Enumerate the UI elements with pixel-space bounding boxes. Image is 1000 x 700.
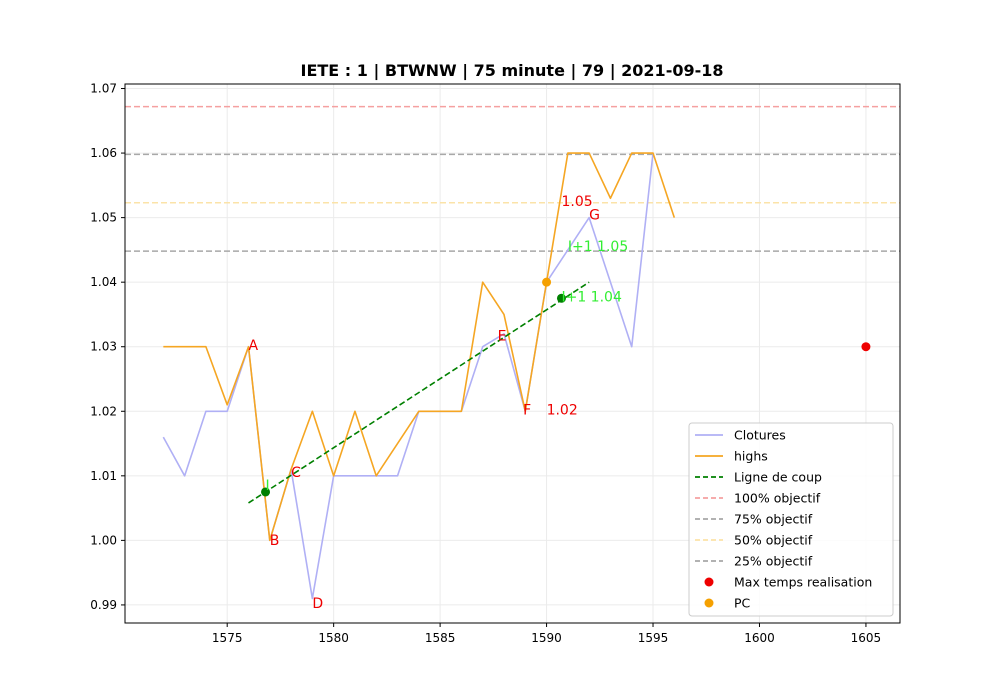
legend-label: 50% objectif bbox=[734, 533, 813, 548]
trade-line-point bbox=[556, 293, 566, 303]
series-line bbox=[248, 281, 590, 504]
legend-box bbox=[688, 422, 894, 617]
annotation-label: C bbox=[291, 465, 301, 481]
grid bbox=[125, 84, 900, 623]
annotation-label: F bbox=[523, 403, 531, 419]
y-tick-label: 1.04 bbox=[90, 275, 117, 289]
y-tick-label: 1.01 bbox=[90, 469, 117, 483]
x-tick-label: 1580 bbox=[318, 631, 349, 645]
series-line bbox=[162, 152, 654, 600]
annotations: A B C D E F G 1.02 1.05 I I+1 1.04 I+1 1.05 bbox=[248, 194, 628, 612]
points bbox=[261, 277, 871, 497]
scatter-point bbox=[542, 277, 552, 287]
objective-lines bbox=[125, 105, 900, 252]
annotation-label: I bbox=[266, 478, 270, 494]
y-tick-label: 1.00 bbox=[90, 533, 117, 547]
annotation-label: E bbox=[498, 328, 507, 344]
y-tick-label: 1.05 bbox=[90, 211, 117, 225]
annotation-label: A bbox=[248, 338, 258, 354]
legend-label: 75% objectif bbox=[734, 512, 813, 527]
x-tick-label: 1590 bbox=[531, 631, 562, 645]
chart-title: IETE : 1 | BTWNW | 75 minute | 79 | 2021… bbox=[300, 61, 723, 81]
legend-swatch bbox=[704, 598, 714, 608]
legend-swatch bbox=[704, 577, 714, 587]
annotation-label: 1.05 bbox=[561, 194, 592, 210]
legend-label: 25% objectif bbox=[734, 554, 813, 569]
x-tick-label: 1600 bbox=[744, 631, 775, 645]
x-axis: 1575 1580 1585 1590 1595 1600 1605 bbox=[212, 623, 881, 645]
annotation-label: I+1 1.04 bbox=[561, 290, 621, 306]
scatter-point bbox=[861, 342, 871, 352]
plot-frame bbox=[124, 83, 901, 624]
legend: Clotures highs Ligne de coup 100% objectif 7… bbox=[688, 422, 894, 617]
y-tick-label: 1.06 bbox=[90, 146, 117, 160]
annotation-label: G bbox=[589, 208, 600, 224]
series-lines bbox=[162, 152, 676, 600]
x-tick-label: 1585 bbox=[425, 631, 456, 645]
legend-label: Max temps realisation bbox=[734, 575, 872, 590]
y-tick-label: 0.99 bbox=[90, 598, 117, 612]
annotation-label: D bbox=[312, 596, 323, 612]
legend-label: Clotures bbox=[734, 428, 786, 443]
legend-label: PC bbox=[734, 596, 751, 611]
legend-label: highs bbox=[734, 449, 768, 464]
annotation-label: I+1 1.05 bbox=[568, 239, 628, 255]
x-tick-label: 1575 bbox=[212, 631, 243, 645]
y-axis: 0.99 1.00 1.01 1.02 1.03 1.04 1.05 1.06 1.07 bbox=[90, 82, 125, 612]
series-line bbox=[163, 152, 676, 542]
x-tick-label: 1605 bbox=[851, 631, 882, 645]
trade-line-point bbox=[261, 487, 271, 497]
y-tick-label: 1.03 bbox=[90, 340, 117, 354]
legend-label: Ligne de coup bbox=[734, 470, 822, 485]
annotation-label: B bbox=[270, 533, 280, 549]
x-tick-label: 1595 bbox=[638, 631, 669, 645]
legend-label: 100% objectif bbox=[734, 491, 821, 506]
annotation-label: 1.02 bbox=[547, 403, 578, 419]
y-tick-label: 1.07 bbox=[90, 82, 117, 96]
y-tick-label: 1.02 bbox=[90, 404, 117, 418]
